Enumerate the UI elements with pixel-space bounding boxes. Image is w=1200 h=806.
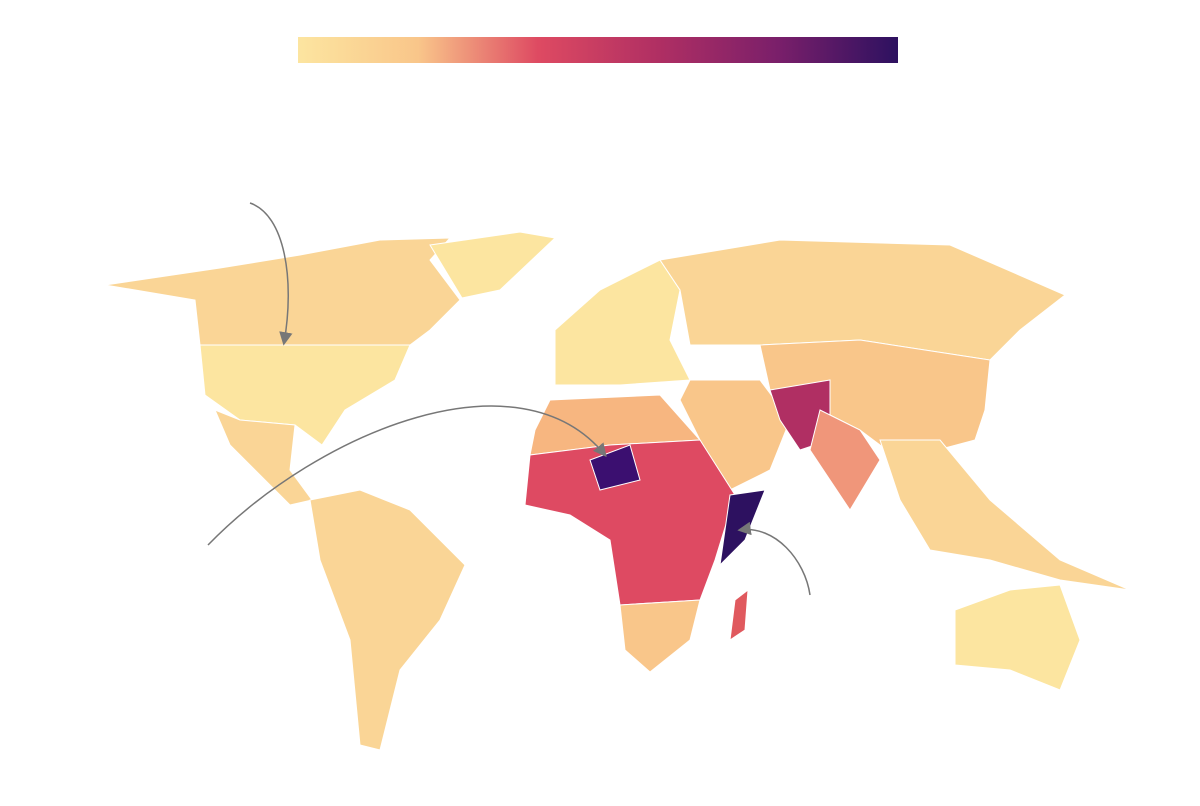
pointer-arrow <box>249 202 293 346</box>
color-scale <box>298 37 898 63</box>
pointer-arrow <box>207 405 607 546</box>
south-america <box>309 489 466 751</box>
greenland <box>429 231 557 299</box>
europe <box>554 259 691 386</box>
africa-south <box>619 599 701 673</box>
canada <box>104 237 461 346</box>
pointer-arrow <box>737 521 811 596</box>
middle-east <box>679 379 791 491</box>
madagascar <box>729 588 749 642</box>
india <box>809 409 881 511</box>
se-asia <box>879 439 1131 591</box>
usa <box>199 344 411 446</box>
australia <box>954 584 1081 691</box>
world-map <box>104 231 1131 751</box>
